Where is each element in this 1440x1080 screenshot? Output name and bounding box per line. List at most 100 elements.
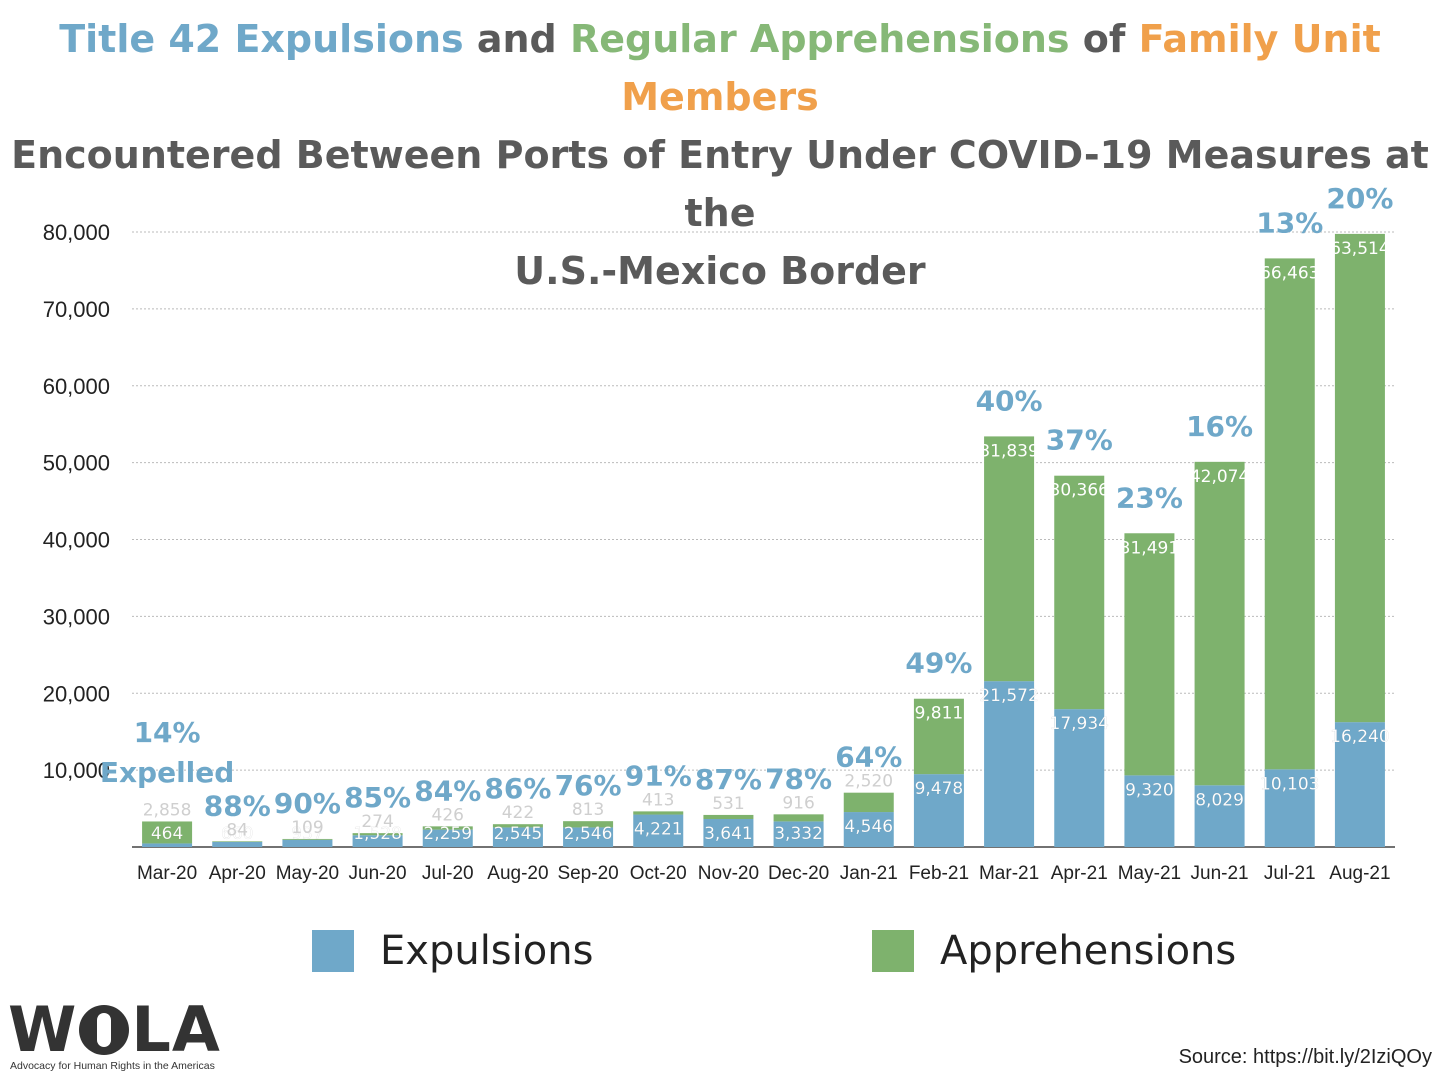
x-tick-label: Oct-20 [630, 863, 687, 884]
bar-expulsions [1334, 722, 1385, 847]
y-tick-label: 80,000 [43, 220, 110, 245]
x-tick-label: Mar-21 [979, 863, 1039, 884]
bar-apprehensions [773, 814, 824, 822]
percent-expelled-label: 37% [1046, 424, 1113, 457]
bar-apprehensions [843, 792, 894, 813]
x-tick-label: Jul-21 [1264, 863, 1316, 884]
x-tick-label: Jun-21 [1191, 863, 1249, 884]
percent-expelled-label: 20% [1326, 182, 1393, 215]
percent-expelled-note: Expelled [100, 756, 234, 789]
logo-o-icon [79, 1005, 130, 1055]
bar-apprehensions [282, 838, 333, 840]
bar-apprehensions [563, 821, 614, 828]
legend-apprehensions: Apprehensions [872, 928, 1236, 974]
bar-expulsions [142, 843, 193, 847]
data-label-apprehensions: 66,463 [1260, 263, 1319, 283]
data-label-apprehensions: 274 [361, 812, 393, 832]
bar-expulsions [212, 841, 263, 847]
bar-apprehensions [212, 841, 263, 842]
x-tick-label: Nov-20 [698, 863, 759, 884]
percent-expelled-label: 86% [484, 772, 551, 805]
legend-expulsions: Expulsions [312, 928, 593, 974]
percent-expelled-label: 85% [344, 781, 411, 814]
data-label-apprehensions: 31,839 [979, 441, 1038, 461]
x-tick-label: May-20 [276, 863, 339, 884]
data-label-apprehensions: 42,074 [1190, 467, 1249, 487]
title-apprehensions: Regular Apprehensions [569, 17, 1070, 61]
logo-tagline: Advocacy for Human Rights in the America… [10, 1060, 215, 1072]
title-line-3: U.S.-Mexico Border [514, 249, 926, 293]
data-label-expulsions: 16,240 [1330, 727, 1389, 747]
bar-apprehensions [1194, 461, 1245, 786]
bar-apprehensions [633, 811, 684, 815]
x-tick-label: Mar-20 [137, 863, 197, 884]
y-tick-label: 30,000 [43, 604, 110, 629]
data-label-apprehensions: 63,514 [1330, 239, 1389, 259]
x-tick-label: Aug-20 [487, 863, 548, 884]
data-label-expulsions: 937 [291, 824, 323, 844]
bar-expulsions [492, 827, 543, 847]
data-label-expulsions: 10,103 [1260, 774, 1319, 794]
data-label-expulsions: 8,029 [1195, 790, 1244, 810]
x-tick-label: May-21 [1118, 863, 1181, 884]
y-tick-label: 70,000 [43, 297, 110, 322]
data-label-expulsions: 2,259 [423, 824, 472, 844]
y-tick-label: 20,000 [43, 681, 110, 706]
x-tick-label: Sep-20 [557, 863, 618, 884]
bar-expulsions [563, 827, 614, 847]
data-label-apprehensions: 2,858 [143, 800, 192, 820]
y-tick-label: 10,000 [43, 758, 110, 783]
bar-expulsions [1124, 775, 1175, 847]
bar-expulsions [282, 839, 333, 847]
x-tick-label: Apr-21 [1051, 863, 1108, 884]
data-label-expulsions: 4,546 [844, 817, 893, 837]
bar-expulsions [913, 774, 964, 847]
bar-expulsions [1194, 785, 1245, 847]
title-line-2: Encountered Between Ports of Entry Under… [11, 133, 1429, 235]
x-tick-label: Feb-21 [909, 863, 969, 884]
title-expulsions: Title 42 Expulsions [59, 17, 464, 61]
data-label-expulsions: 464 [151, 824, 183, 844]
bar-apprehensions [984, 436, 1035, 682]
x-tick-label: Jul-20 [422, 863, 474, 884]
percent-expelled-label: 14% [134, 716, 201, 749]
bar-expulsions [633, 814, 684, 847]
percent-expelled-label: 23% [1116, 481, 1183, 514]
bar-apprehensions [422, 826, 473, 830]
logo-letters-la: LA [131, 993, 221, 1066]
data-label-apprehensions: 413 [642, 790, 674, 810]
data-label-expulsions: 660 [221, 824, 253, 844]
percent-expelled-label: 76% [555, 769, 622, 802]
percent-expelled-label: 87% [695, 763, 762, 796]
percent-expelled-label: 78% [765, 762, 832, 795]
chart-title: Title 42 Expulsions and Regular Apprehen… [0, 10, 1440, 300]
data-label-apprehensions: 2,520 [844, 772, 893, 792]
bar-apprehensions [703, 814, 754, 820]
percent-expelled-label: 90% [274, 787, 341, 820]
x-tick-label: Dec-20 [768, 863, 829, 884]
bar-expulsions [352, 835, 403, 847]
y-tick-label: 40,000 [43, 528, 110, 553]
data-label-expulsions: 3,641 [704, 824, 753, 844]
bar-expulsions [703, 819, 754, 847]
logo-wordmark: W LA [8, 998, 221, 1062]
data-label-expulsions: 9,478 [915, 779, 964, 799]
bar-expulsions [984, 681, 1035, 847]
bar-apprehensions [1054, 475, 1105, 710]
bar-expulsions [422, 829, 473, 847]
percent-expelled-label: 13% [1256, 206, 1323, 239]
data-label-expulsions: 3,332 [774, 824, 823, 844]
data-label-expulsions: 2,545 [494, 824, 543, 844]
data-label-apprehensions: 9,811 [915, 704, 964, 724]
bar-expulsions [1264, 769, 1315, 847]
data-label-expulsions: 17,934 [1050, 714, 1109, 734]
percent-expelled-label: 49% [905, 647, 972, 680]
legend-swatch-apprehensions [872, 930, 914, 972]
bar-apprehensions [1264, 258, 1315, 770]
data-label-expulsions: 21,572 [979, 686, 1038, 706]
percent-expelled-label: 88% [204, 789, 271, 822]
data-label-apprehensions: 916 [782, 793, 814, 813]
title-and: and [463, 17, 570, 61]
data-label-apprehensions: 31,491 [1120, 538, 1179, 558]
title-of: of [1069, 17, 1139, 61]
